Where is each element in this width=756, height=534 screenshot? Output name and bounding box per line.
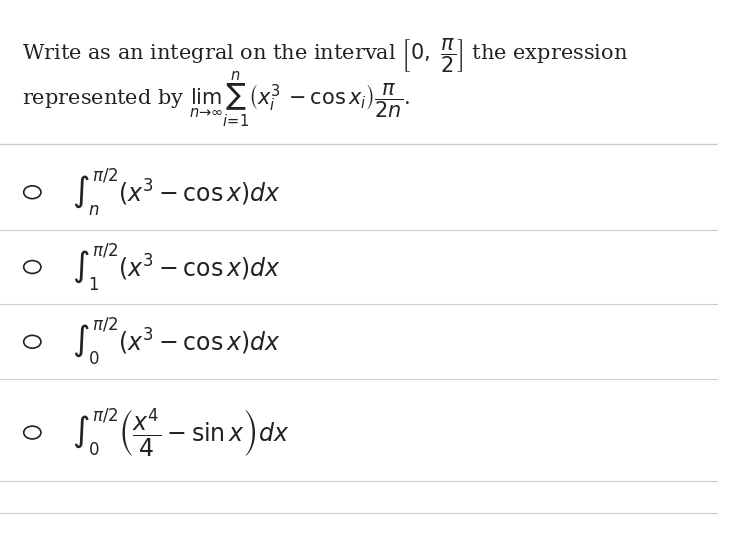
Text: represented by $\lim_{n\to\infty} \sum_{i=1}^{n} \left(x_i^3 - \cos x_i\right) \: represented by $\lim_{n\to\infty} \sum_{… [22, 69, 410, 129]
Text: $\int_{0}^{\pi/2} \left(x^3 - \cos x\right) dx$: $\int_{0}^{\pi/2} \left(x^3 - \cos x\rig… [72, 316, 280, 367]
Text: $\int_{0}^{\pi/2} \left(\dfrac{x^4}{4} - \sin x\right) dx$: $\int_{0}^{\pi/2} \left(\dfrac{x^4}{4} -… [72, 406, 289, 459]
Text: $\int_{1}^{\pi/2} \left(x^3 - \cos x\right) dx$: $\int_{1}^{\pi/2} \left(x^3 - \cos x\rig… [72, 241, 280, 293]
Text: Write as an integral on the interval $\left[0,\ \dfrac{\pi}{2}\right]$ the expre: Write as an integral on the interval $\l… [22, 37, 627, 75]
Text: $\int_{n}^{\pi/2} \left(x^3 - \cos x\right) dx$: $\int_{n}^{\pi/2} \left(x^3 - \cos x\rig… [72, 167, 280, 218]
